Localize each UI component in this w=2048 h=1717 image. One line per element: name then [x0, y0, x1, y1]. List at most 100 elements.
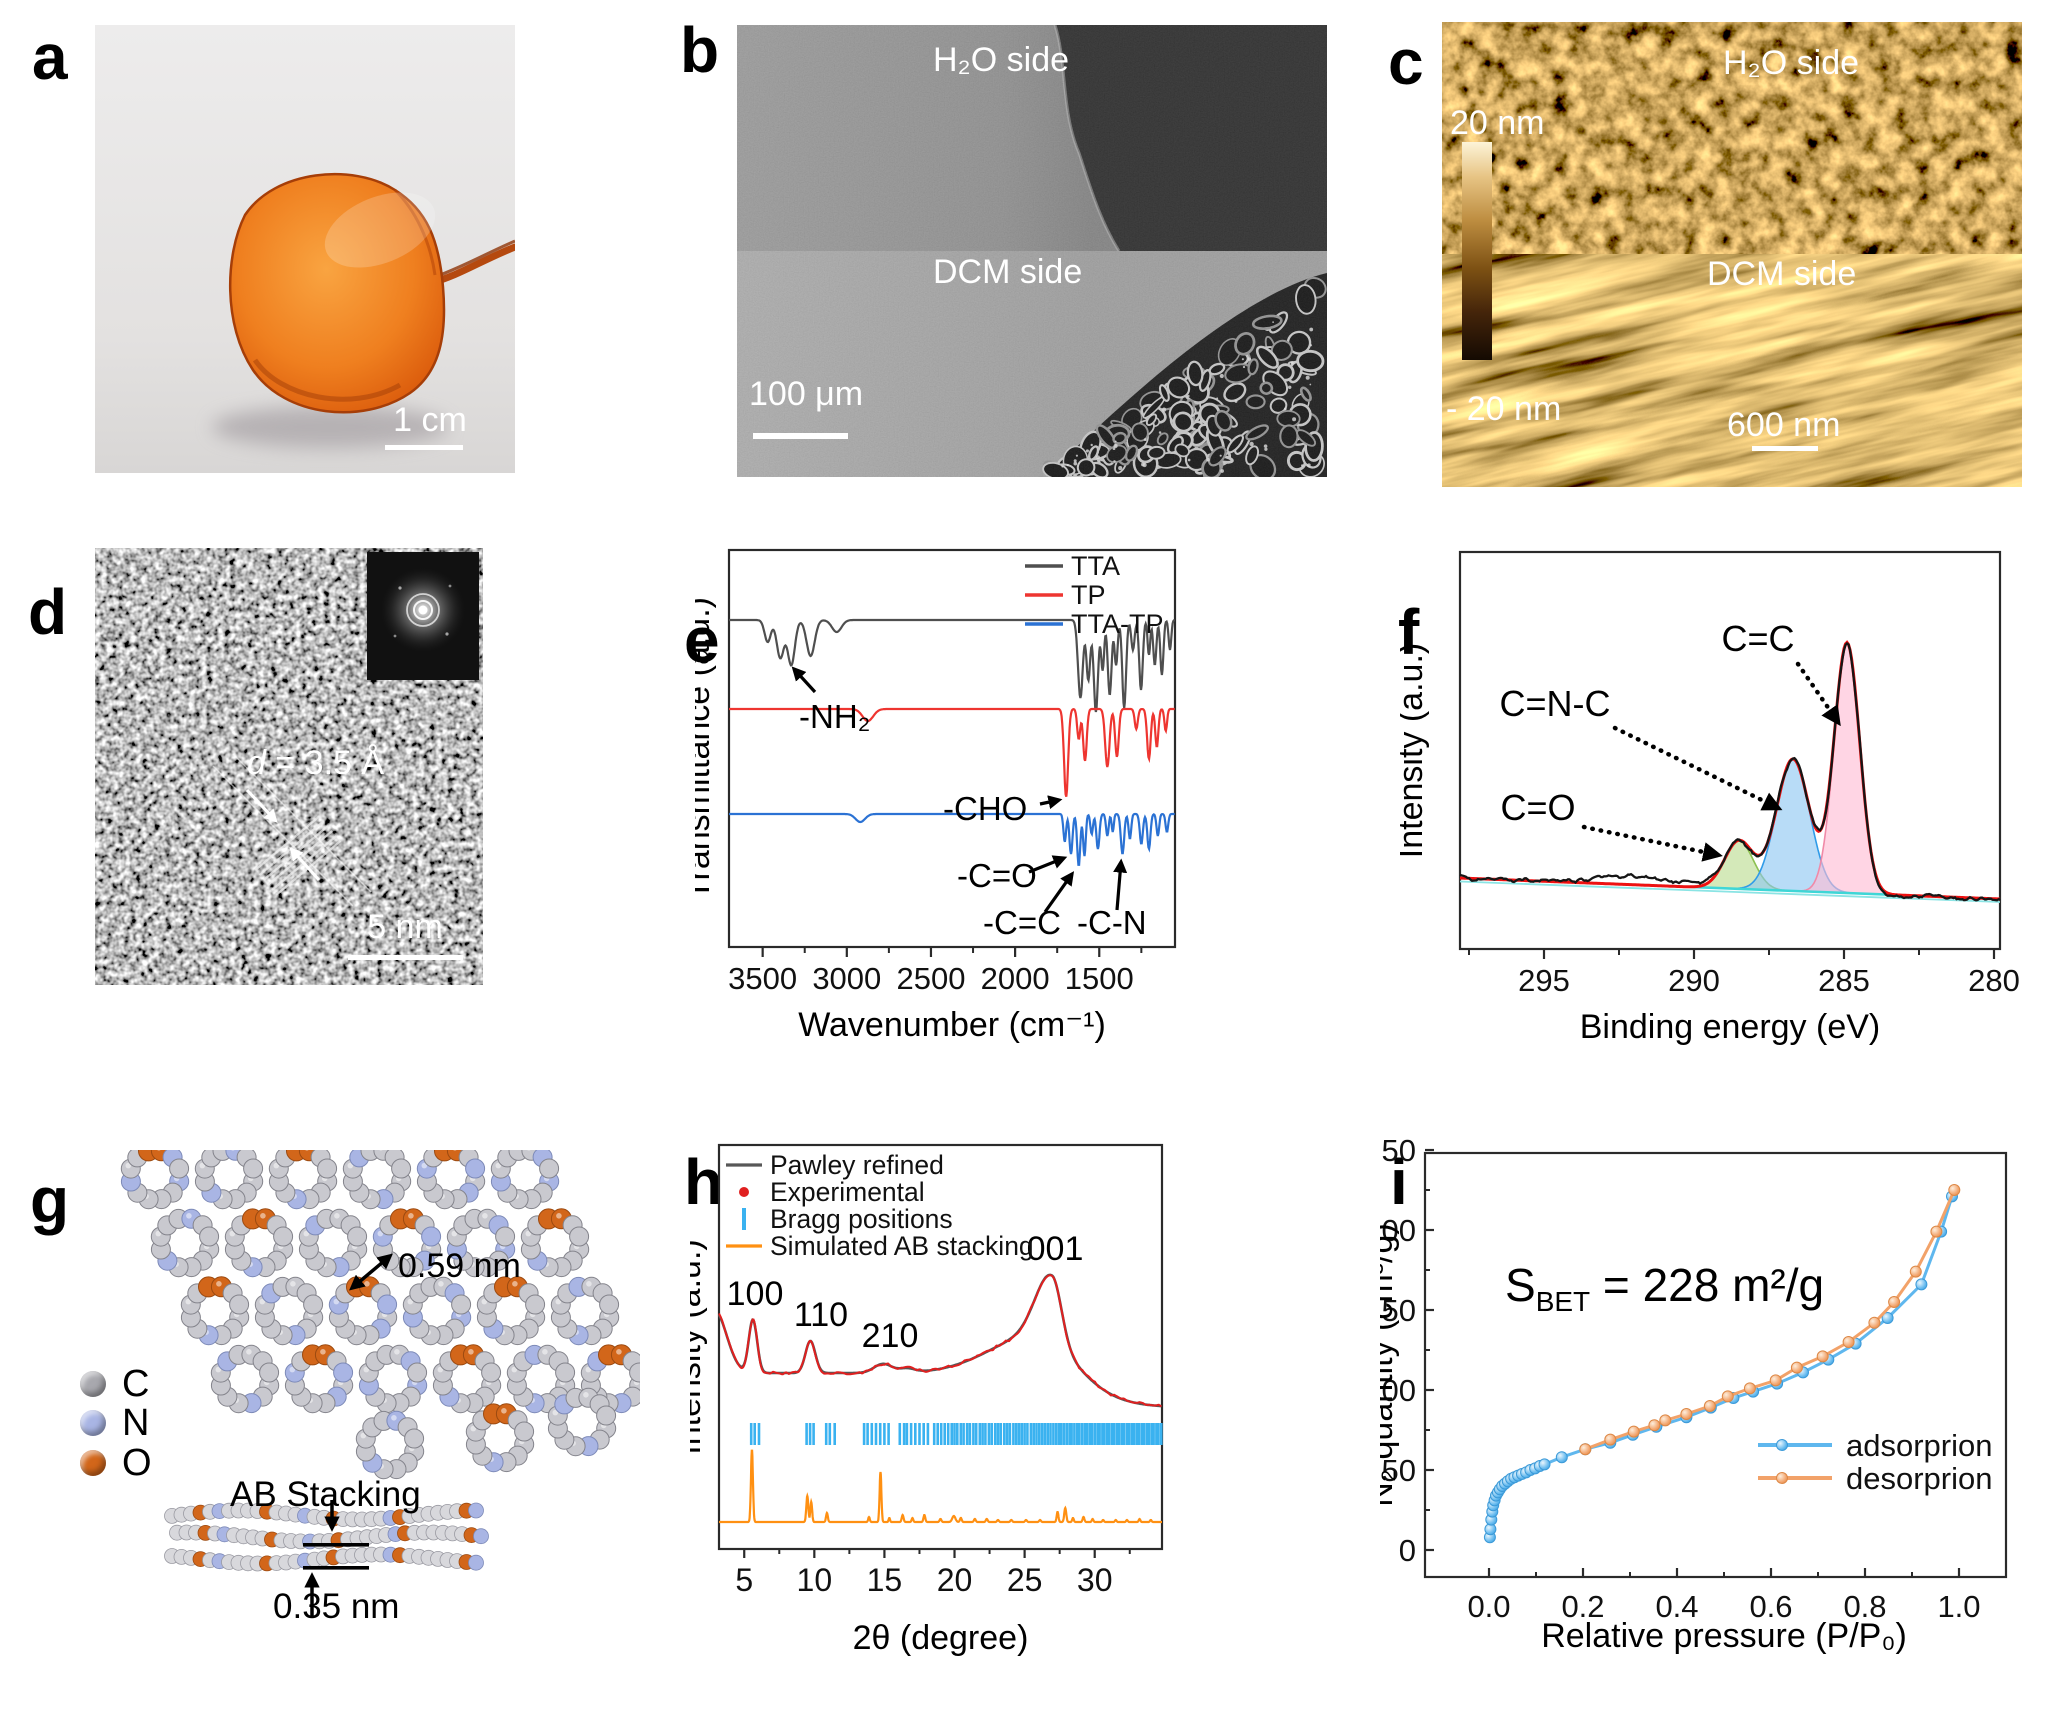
- x-axis-title: Binding energy (eV): [1580, 1008, 1881, 1046]
- panel-g-model: C N O 0.59 nm AB Stacking 0.35 nm: [25, 1135, 675, 1717]
- circle-shape: [377, 1294, 398, 1315]
- circle-shape: [451, 1230, 458, 1237]
- molecule-cluster: [180, 1276, 250, 1346]
- circle-shape: [404, 1428, 425, 1449]
- circle-shape: [1743, 1382, 1756, 1395]
- circle-shape: [360, 1432, 367, 1439]
- x-tick-label: 2000: [981, 961, 1050, 996]
- circle-shape: [586, 1281, 592, 1287]
- circle-shape: [481, 1362, 502, 1383]
- y-axis-title: Transmittance (a.u.): [695, 597, 717, 900]
- legend-label: TP: [1071, 580, 1106, 610]
- circle-shape: [542, 1349, 548, 1355]
- panel-b-scalebar-label: 100 μm: [749, 375, 864, 413]
- circle-shape: [259, 1298, 266, 1305]
- circle-shape: [1648, 1419, 1661, 1432]
- sem-noise-overlay: [737, 25, 1327, 477]
- molecule-cluster: [446, 1208, 516, 1278]
- panel-a-scalebar-label: 1 cm: [393, 401, 467, 439]
- y-tick-label: 150: [1380, 1293, 1416, 1328]
- molecule-cluster: [490, 1150, 560, 1210]
- fringe-guide-line-2: [232, 753, 372, 893]
- panel-f-label: f: [1398, 596, 1420, 668]
- circle-shape: [470, 1425, 477, 1432]
- sem-image: [737, 25, 1327, 477]
- ftir-series-TTA-TP: [729, 812, 1175, 866]
- circle-shape: [363, 1366, 370, 1373]
- panel-c-colorbar-max: 20 nm: [1450, 104, 1545, 142]
- circle-shape: [527, 1150, 531, 1151]
- circle-shape: [473, 1528, 489, 1545]
- circle-shape: [413, 600, 433, 620]
- isotherm-markers-desorprion: [1579, 1184, 1961, 1456]
- circle-shape: [398, 586, 402, 590]
- molecule-cluster: [224, 1208, 294, 1278]
- circle-shape: [1888, 1296, 1901, 1308]
- molecule-cluster: [298, 1208, 368, 1278]
- circle-shape: [391, 1158, 412, 1179]
- y-tick-label: 250: [1380, 1135, 1416, 1168]
- circle-shape: [482, 1213, 488, 1219]
- panel-c-bottom-label: DCM side: [1707, 255, 1857, 293]
- circle-shape: [556, 1213, 562, 1219]
- annotation-arrow: [1795, 661, 1841, 727]
- molecule-cluster: [416, 1150, 486, 1210]
- ab-stacking-label: AB Stacking: [230, 1475, 421, 1514]
- d-spacing-value: = 3.5 Å: [265, 744, 385, 782]
- circle-shape: [525, 1230, 532, 1237]
- molecule-cluster: [358, 1344, 428, 1414]
- panel-d-label: d: [28, 576, 68, 648]
- panel-a-label: a: [32, 21, 68, 93]
- circle-shape: [305, 1150, 309, 1151]
- molecule-cluster: [342, 1150, 412, 1210]
- molecule-cluster: [284, 1344, 354, 1414]
- y-tick-label: 50: [1382, 1453, 1416, 1488]
- circle-shape: [481, 1298, 488, 1305]
- sbet-value: = 228 m²/g: [1590, 1259, 1825, 1311]
- pore-size-label: 0.59 nm: [398, 1247, 521, 1285]
- x-tick-label: 20: [937, 1562, 973, 1598]
- circle-shape: [1881, 1312, 1894, 1324]
- ftir-series-TP: [729, 707, 1175, 798]
- annotation-arrow: [1043, 871, 1075, 913]
- fringe-guide-line-1: [212, 765, 354, 907]
- interlayer-marker-bottom: [303, 1566, 369, 1570]
- circle-shape: [229, 1230, 236, 1237]
- circle-shape: [451, 1294, 472, 1315]
- circle-shape: [407, 1362, 428, 1383]
- circle-shape: [199, 1162, 206, 1169]
- xps-experimental: [1459, 641, 2001, 902]
- ftir-annotation: -CHO: [943, 790, 1027, 827]
- oxygen-atom-symbol: O: [122, 1441, 152, 1484]
- fringe-arrow-2: [289, 846, 321, 882]
- circle-shape: [317, 1158, 338, 1179]
- circle-shape: [1776, 1439, 1788, 1451]
- x-tick-label: 3000: [812, 961, 881, 996]
- circle-shape: [320, 1349, 326, 1355]
- panel-d-tem: d = 3.5 Å 5 nm: [95, 548, 483, 985]
- circle-shape: [448, 584, 452, 588]
- line-shape: [254, 815, 321, 871]
- panel-b-bottom-label: DCM side: [933, 253, 1083, 291]
- x-tick-label: 3500: [728, 961, 797, 996]
- circle-shape: [1776, 1472, 1788, 1484]
- film-photo: [95, 25, 515, 473]
- afm-bottom-texture: [1442, 254, 2022, 487]
- circle-shape: [555, 1362, 576, 1383]
- x-tick-label: 0.0: [1467, 1589, 1510, 1624]
- x-tick-label: 25: [1007, 1562, 1043, 1598]
- axis-box: [1458, 550, 2002, 951]
- circle-shape: [1721, 1390, 1734, 1403]
- circle-shape: [1930, 1225, 1943, 1238]
- xps-chart: C=C C=N-C C=O 295 290 285 280 Binding energy (e…: [1400, 550, 2020, 1046]
- film-body: [228, 173, 446, 414]
- film-shadow: [212, 406, 448, 448]
- hkl-label: 110: [794, 1296, 848, 1334]
- carbon-atom-icon: [80, 1371, 106, 1397]
- panel-c-scalebar-label: 600 nm: [1727, 406, 1841, 444]
- circle-shape: [465, 1158, 486, 1179]
- panel-a-photo: 1 cm: [95, 25, 515, 473]
- ftir-annotation: -C-N: [1077, 904, 1147, 941]
- circle-shape: [583, 1392, 589, 1398]
